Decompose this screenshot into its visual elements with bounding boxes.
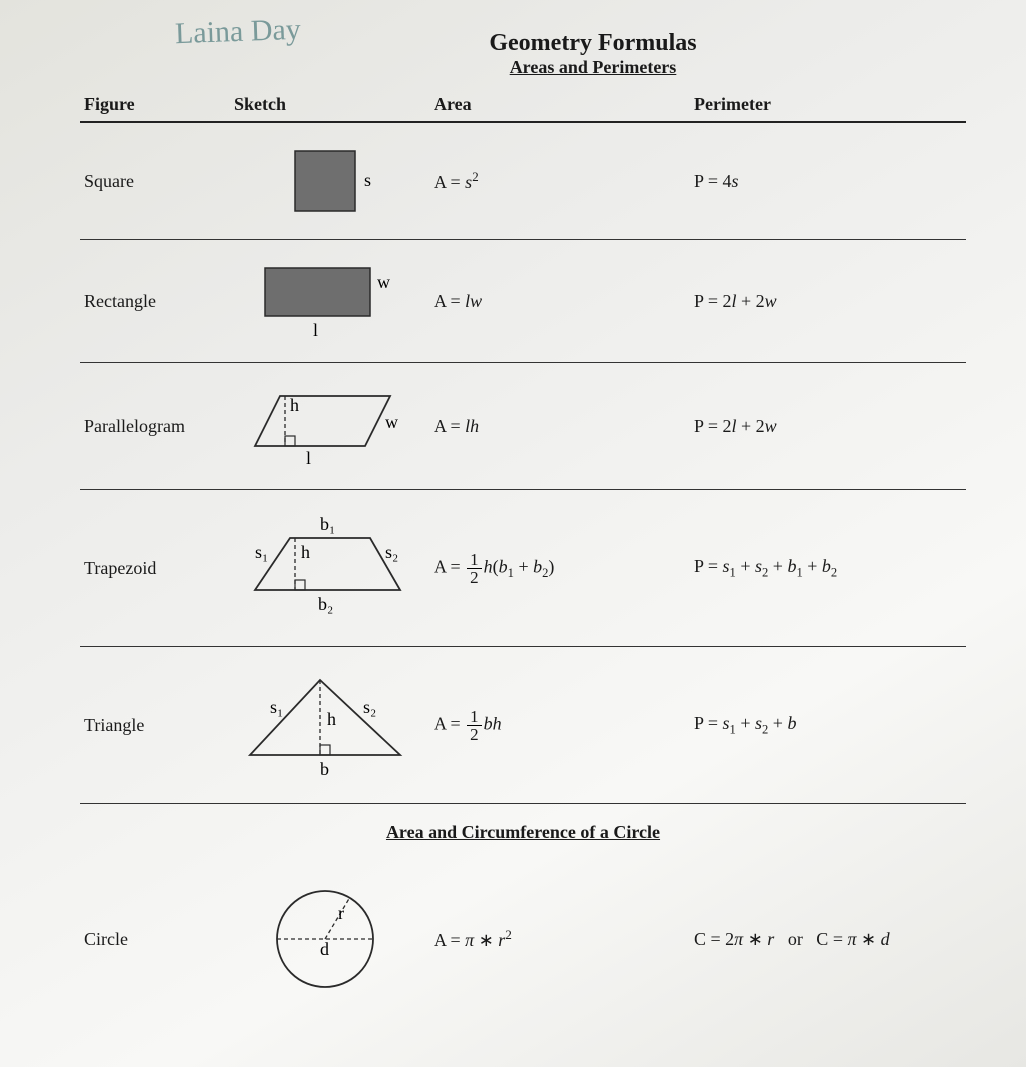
- figure-name: Parallelogram: [80, 363, 230, 490]
- svg-text:s₁: s₁: [255, 542, 268, 562]
- table-row: Triangle s₁ s₂ h b A = 12bh P = s1 + s2 …: [80, 647, 966, 804]
- svg-text:l: l: [313, 320, 318, 340]
- svg-text:d: d: [320, 939, 329, 959]
- svg-text:l: l: [306, 448, 311, 468]
- svg-text:b: b: [320, 759, 329, 779]
- area-formula: A = π ∗ r2: [430, 861, 690, 1017]
- perimeter-formula: P = 2l + 2w: [690, 240, 966, 363]
- svg-text:b₁: b₁: [320, 514, 335, 534]
- svg-text:s₁: s₁: [270, 697, 283, 717]
- perimeter-formula: P = s1 + s2 + b: [690, 647, 966, 804]
- svg-text:h: h: [290, 395, 299, 415]
- svg-text:w: w: [377, 272, 390, 292]
- svg-text:r: r: [338, 903, 344, 923]
- figure-name: Square: [80, 122, 230, 240]
- formula-table: Figure Sketch Area Perimeter Square s A …: [80, 88, 966, 1017]
- svg-text:s₂: s₂: [363, 697, 376, 717]
- svg-text:s: s: [364, 170, 371, 190]
- title-block: Geometry Formulas Areas and Perimeters: [220, 30, 966, 78]
- svg-text:w: w: [385, 412, 398, 432]
- perimeter-formula: P = 4s: [690, 122, 966, 240]
- circle-section-title: Area and Circumference of a Circle: [80, 804, 966, 862]
- col-area: Area: [430, 88, 690, 122]
- figure-sketch: h w l: [230, 363, 430, 490]
- figure-name: Rectangle: [80, 240, 230, 363]
- table-row: Trapezoid b₁ b₂ s₁ s₂ h A = 12h(b1 + b2)…: [80, 490, 966, 647]
- handwritten-name: Laina Day: [174, 13, 301, 51]
- figure-sketch: b₁ b₂ s₁ s₂ h: [230, 490, 430, 647]
- svg-text:h: h: [327, 709, 336, 729]
- table-row: Parallelogram h w l A = lh P = 2l + 2w: [80, 363, 966, 490]
- table-row: Circle r d A = π ∗ r2 C = 2π ∗ r or C = …: [80, 861, 966, 1017]
- area-formula: A = lh: [430, 363, 690, 490]
- col-sketch: Sketch: [230, 88, 430, 122]
- col-perimeter: Perimeter: [690, 88, 966, 122]
- perimeter-formula: P = 2l + 2w: [690, 363, 966, 490]
- area-formula: A = 12bh: [430, 647, 690, 804]
- page-subtitle: Areas and Perimeters: [220, 57, 966, 78]
- svg-text:s₂: s₂: [385, 542, 398, 562]
- figure-name: Trapezoid: [80, 490, 230, 647]
- table-row: Square s A = s2 P = 4s: [80, 122, 966, 240]
- figure-sketch: s: [230, 122, 430, 240]
- figure-sketch: w l: [230, 240, 430, 363]
- perimeter-formula: P = s1 + s2 + b1 + b2: [690, 490, 966, 647]
- perimeter-formula: C = 2π ∗ r or C = π ∗ d: [690, 861, 966, 1017]
- table-header-row: Figure Sketch Area Perimeter: [80, 88, 966, 122]
- figure-name: Triangle: [80, 647, 230, 804]
- figure-sketch: s₁ s₂ h b: [230, 647, 430, 804]
- svg-text:h: h: [301, 542, 310, 562]
- figure-name: Circle: [80, 861, 230, 1017]
- area-formula: A = lw: [430, 240, 690, 363]
- area-formula: A = 12h(b1 + b2): [430, 490, 690, 647]
- page-title: Geometry Formulas: [220, 30, 966, 57]
- col-figure: Figure: [80, 88, 230, 122]
- figure-sketch: r d: [230, 861, 430, 1017]
- table-row: Rectangle w l A = lw P = 2l + 2w: [80, 240, 966, 363]
- area-formula: A = s2: [430, 122, 690, 240]
- svg-text:b₂: b₂: [318, 594, 333, 614]
